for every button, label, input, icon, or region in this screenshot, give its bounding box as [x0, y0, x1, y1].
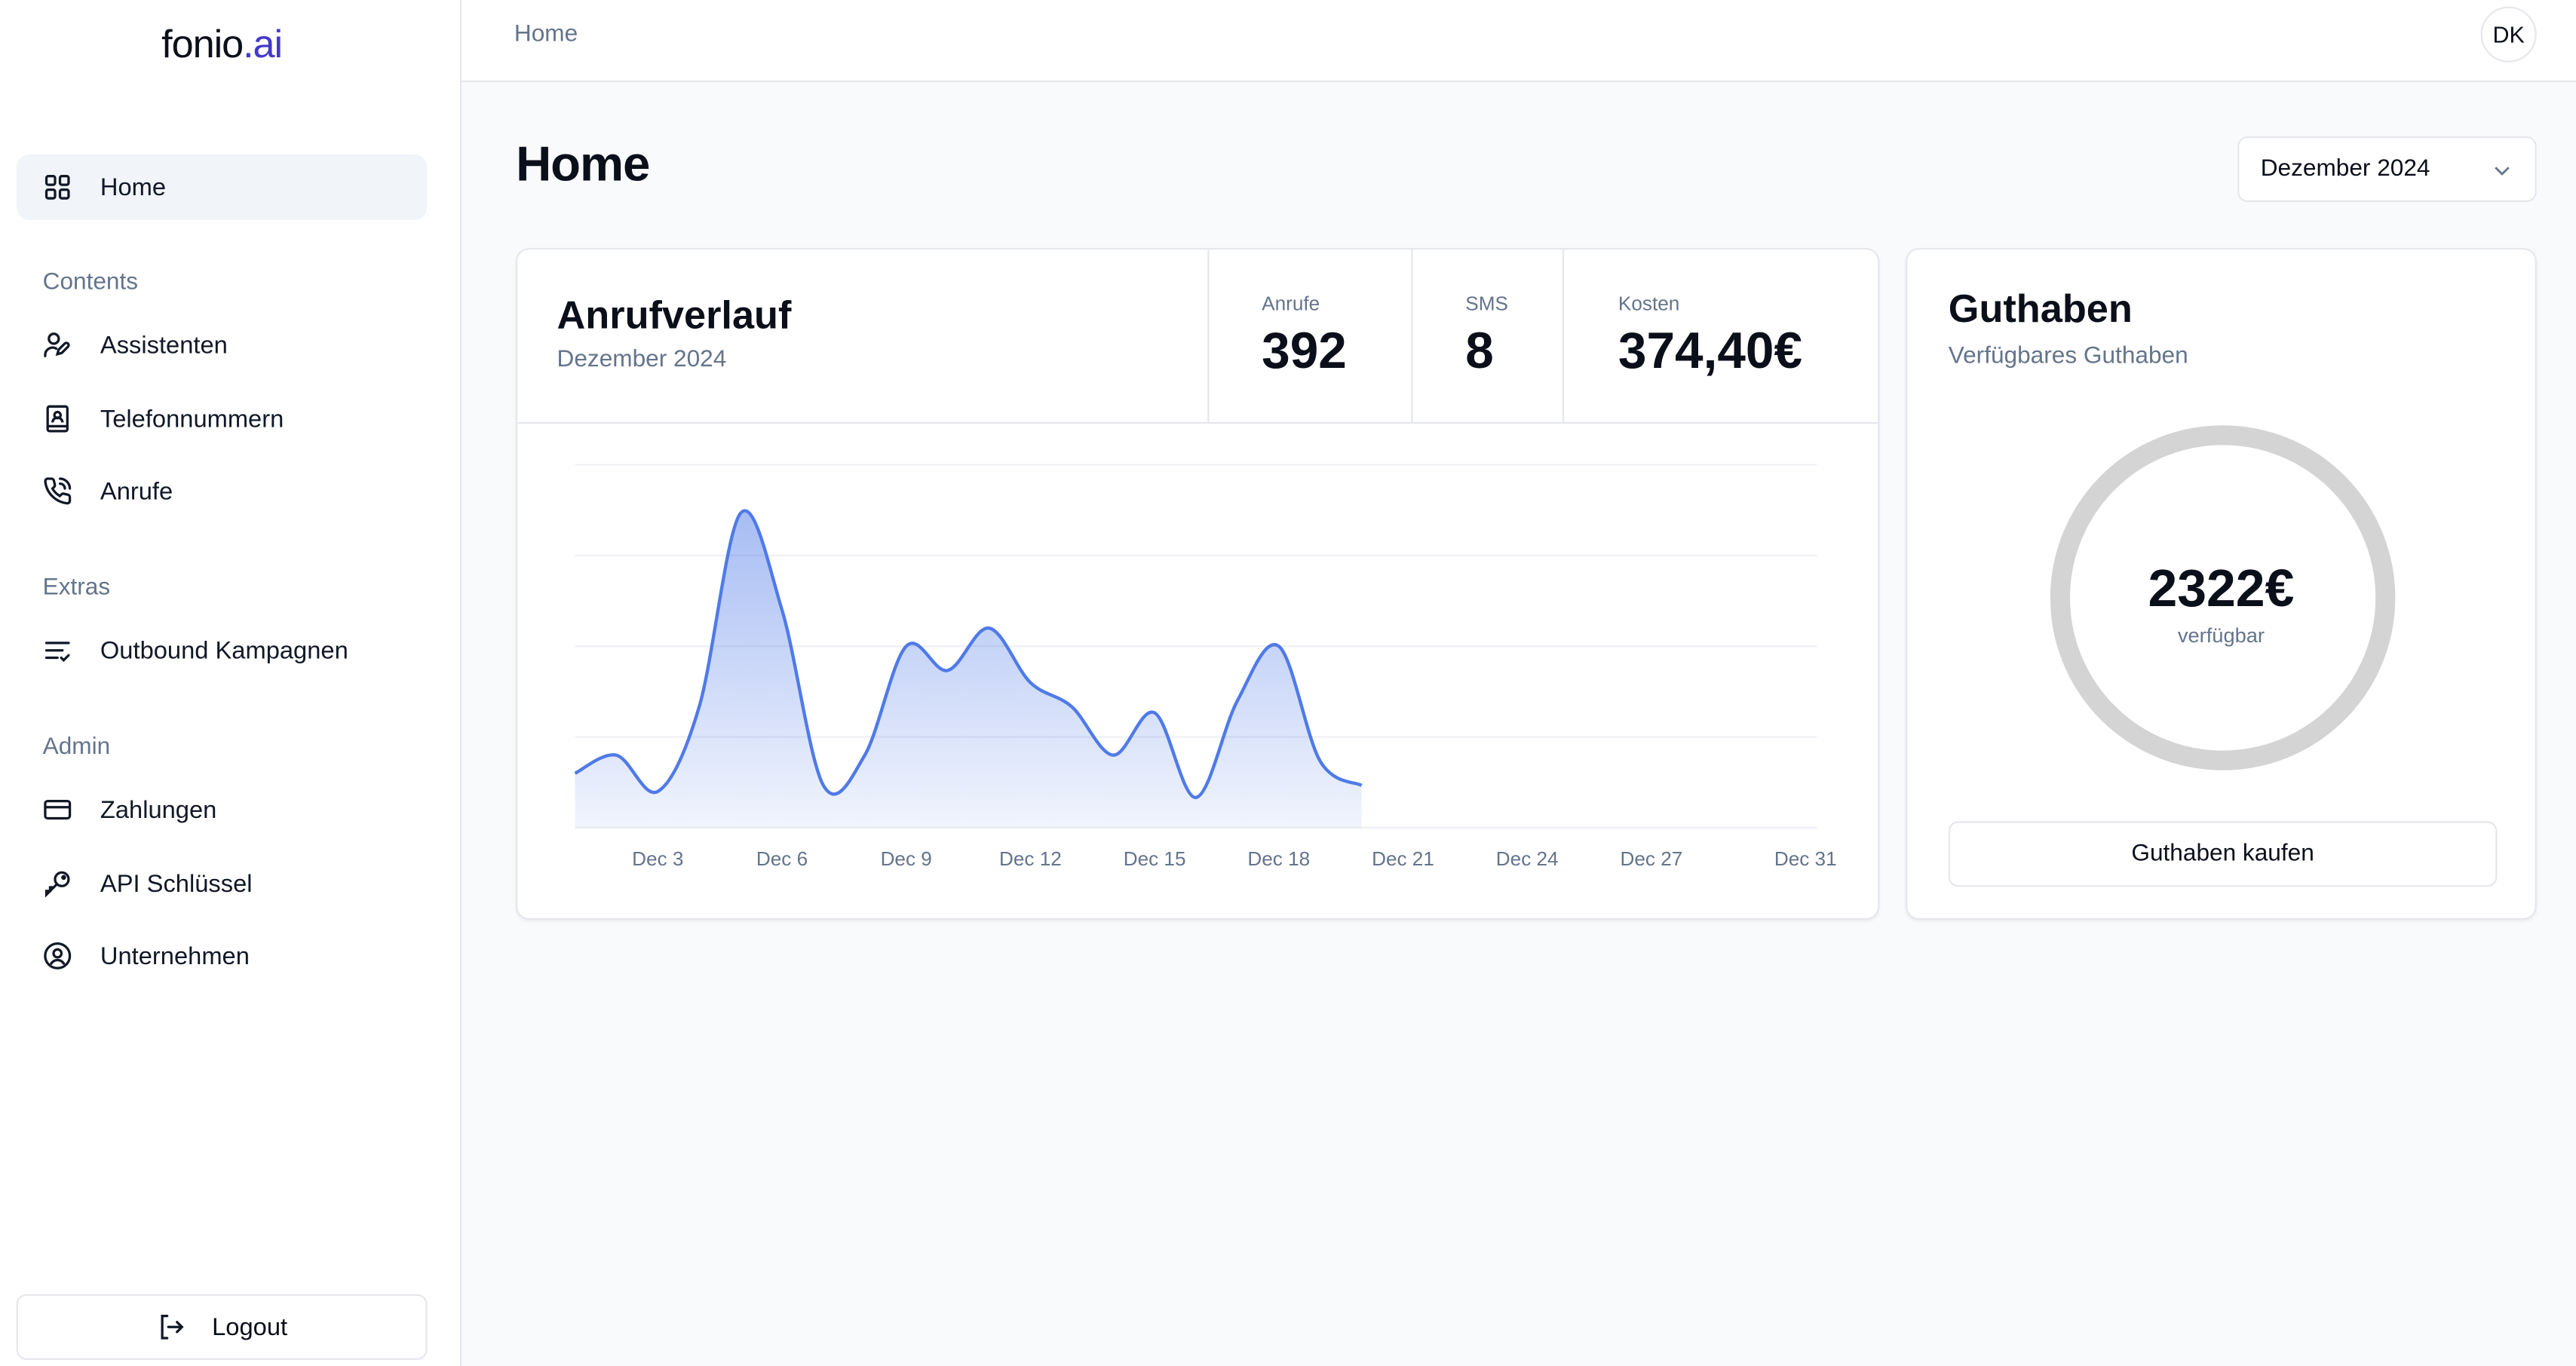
- grid-icon: [44, 175, 70, 200]
- contact-book-icon: [46, 405, 69, 433]
- sidebar-item-home[interactable]: Home: [16, 154, 428, 220]
- x-tick-label: Dec 31: [1774, 847, 1837, 870]
- credit-card-icon: [44, 799, 72, 820]
- stat-value: 392: [1262, 321, 1347, 380]
- user-pen-icon: [44, 332, 70, 357]
- breadcrumb[interactable]: Home: [514, 21, 578, 48]
- sidebar-item-label: Home: [100, 173, 167, 201]
- stat-label: Anrufe: [1262, 292, 1320, 316]
- x-tick-label: Dec 3: [632, 847, 683, 870]
- page-title: Home: [516, 137, 650, 192]
- sidebar-item-label: Anrufe: [100, 476, 173, 505]
- card-title: Anrufverlauf: [557, 293, 792, 338]
- chart-line: [574, 509, 1363, 800]
- sidebar-item-zahlungen[interactable]: Zahlungen: [17, 776, 428, 842]
- logo-text: fonio: [161, 23, 244, 68]
- chevron-down-icon: [2495, 167, 2510, 176]
- sidebar-item-telefonnummern[interactable]: Telefonnummern: [17, 386, 428, 452]
- logout-button[interactable]: Logout: [16, 1294, 428, 1360]
- stat-label: SMS: [1465, 292, 1508, 316]
- sidebar-item-anrufe[interactable]: Anrufe: [17, 458, 428, 524]
- sidebar-item-unternehmen[interactable]: Unternehmen: [17, 923, 428, 988]
- topbar: Home DK: [462, 0, 2576, 82]
- chart-area: [575, 510, 1362, 828]
- x-tick-label: Dec 12: [999, 847, 1062, 870]
- logo[interactable]: fonio.ai: [0, 23, 443, 69]
- x-tick-label: Dec 15: [1124, 847, 1186, 870]
- sidebar-item-label: API Schlüssel: [100, 869, 253, 898]
- card-title: Guthaben: [1948, 287, 2133, 332]
- list-check-icon: [44, 642, 70, 663]
- month-select[interactable]: Dezember 2024: [2237, 136, 2537, 202]
- stat-value: 8: [1465, 321, 1494, 380]
- sidebar-item-label: Assistenten: [100, 330, 228, 360]
- call-history-header: Anrufverlauf Dezember 2024 Anrufe 392 SM…: [517, 250, 1878, 424]
- credit-card: Guthaben Verfügbares Guthaben 2322€ verf…: [1906, 247, 2537, 920]
- sidebar-item-assistenten[interactable]: Assistenten: [17, 312, 428, 378]
- logout-icon: [161, 1314, 184, 1340]
- x-tick-label: Dec 24: [1496, 847, 1559, 870]
- credit-amount: 2322€: [2148, 558, 2295, 618]
- x-tick-label: Dec 27: [1621, 847, 1683, 870]
- stat-sms: SMS 8: [1411, 250, 1562, 424]
- section-extras: Extras: [42, 574, 111, 602]
- key-icon: [44, 871, 70, 898]
- section-admin: Admin: [42, 734, 111, 761]
- month-select-value: Dezember 2024: [2260, 155, 2430, 182]
- sidebar-item-outbound-kampagnen[interactable]: Outbound Kampagnen: [17, 617, 428, 683]
- stat-value: 374,40€: [1618, 321, 1803, 380]
- buy-credit-button[interactable]: Guthaben kaufen: [1948, 821, 2498, 887]
- logout-label: Logout: [212, 1312, 288, 1341]
- card-subtitle: Dezember 2024: [557, 346, 727, 373]
- x-tick-label: Dec 9: [881, 847, 932, 870]
- phone-call-icon: [44, 477, 72, 505]
- section-contents: Contents: [42, 269, 139, 296]
- stat-label: Kosten: [1618, 292, 1680, 316]
- sidebar-item-label: Zahlungen: [100, 795, 217, 824]
- avatar[interactable]: DK: [2480, 6, 2537, 63]
- sidebar-item-label: Outbound Kampagnen: [100, 636, 348, 665]
- card-subtitle: Verfügbares Guthaben: [1948, 343, 2188, 370]
- sidebar-item-api-schluessel[interactable]: API Schlüssel: [17, 850, 428, 916]
- stat-anrufe: Anrufe 392: [1207, 250, 1411, 424]
- sidebar: fonio.ai Home Contents Assistenten Telef…: [0, 0, 462, 1366]
- user-circle-icon: [44, 942, 72, 969]
- x-tick-label: Dec 18: [1247, 847, 1310, 870]
- x-tick-label: Dec 6: [756, 847, 808, 870]
- sidebar-item-label: Telefonnummern: [100, 405, 284, 433]
- sidebar-item-label: Unternehmen: [100, 942, 250, 970]
- x-tick-label: Dec 21: [1372, 847, 1434, 870]
- logo-accent: .ai: [243, 23, 283, 68]
- credit-amount-label: verfügbar: [2177, 623, 2265, 648]
- stat-kosten: Kosten 374,40€: [1562, 250, 1881, 424]
